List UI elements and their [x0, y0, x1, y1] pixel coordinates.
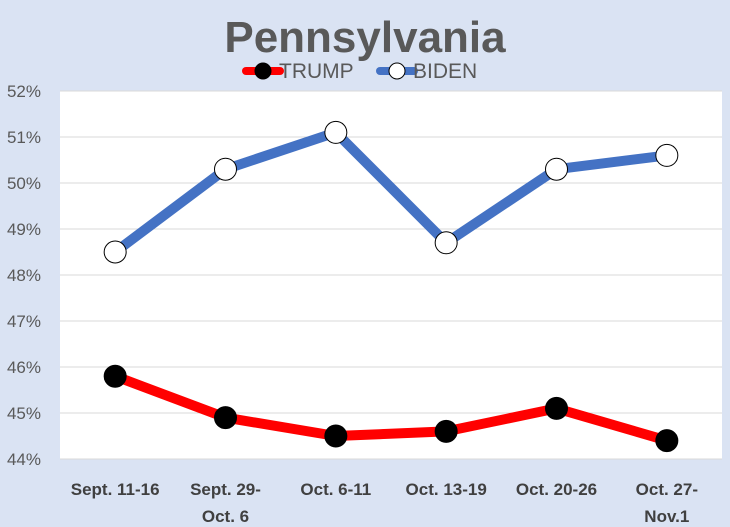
x-tick-label: Sept. 11-16: [71, 480, 160, 499]
trump-point: [103, 364, 127, 388]
biden-point: [655, 143, 679, 167]
legend-item-biden: BIDEN: [376, 60, 477, 83]
legend: TRUMP BIDEN: [242, 60, 477, 83]
y-axis: 44% 45% 46% 47% 48% 49% 50% 51% 52%: [7, 82, 41, 469]
y-tick-label: 49%: [7, 220, 41, 239]
y-tick-label: 45%: [7, 404, 41, 423]
trump-line: [110, 371, 672, 446]
x-tick-label: Oct. 20-26: [516, 480, 597, 499]
chart-title: Pennsylvania: [224, 13, 506, 62]
x-tick-label: Oct. 27-Nov.1: [636, 480, 698, 526]
legend-label: TRUMP: [279, 60, 354, 83]
trump-point: [434, 419, 458, 443]
x-tick-label: Oct. 13-19: [406, 480, 487, 499]
biden-point: [434, 231, 458, 255]
legend-marker: [254, 62, 272, 80]
y-tick-label: 52%: [7, 82, 41, 101]
series-biden: [103, 120, 679, 264]
series: [103, 120, 679, 453]
biden-point: [103, 240, 127, 264]
biden-point: [324, 120, 348, 144]
legend-marker: [388, 62, 406, 80]
y-tick-label: 44%: [7, 450, 41, 469]
x-axis: Sept. 11-16 Sept. 29-Oct. 6 Oct. 6-11 Oct. …: [71, 480, 698, 526]
trump-point: [545, 396, 568, 420]
trump-point: [214, 406, 237, 430]
y-tick-label: 46%: [7, 358, 41, 377]
y-tick-label: 48%: [7, 266, 41, 285]
trump-point: [655, 429, 679, 453]
biden-point: [545, 157, 568, 181]
x-tick-label: Sept. 29-Oct. 6: [190, 480, 261, 526]
legend-item-trump: TRUMP: [242, 60, 354, 83]
y-tick-label: 50%: [7, 174, 41, 193]
biden-line: [110, 127, 672, 257]
legend-label: BIDEN: [413, 60, 477, 83]
y-tick-label: 47%: [7, 312, 41, 331]
biden-point: [214, 157, 237, 181]
series-trump: [103, 364, 679, 453]
x-tick-label: Oct. 6-11: [300, 480, 371, 499]
y-tick-label: 51%: [7, 128, 41, 147]
gridlines: [60, 90, 722, 460]
trump-point: [324, 424, 348, 448]
